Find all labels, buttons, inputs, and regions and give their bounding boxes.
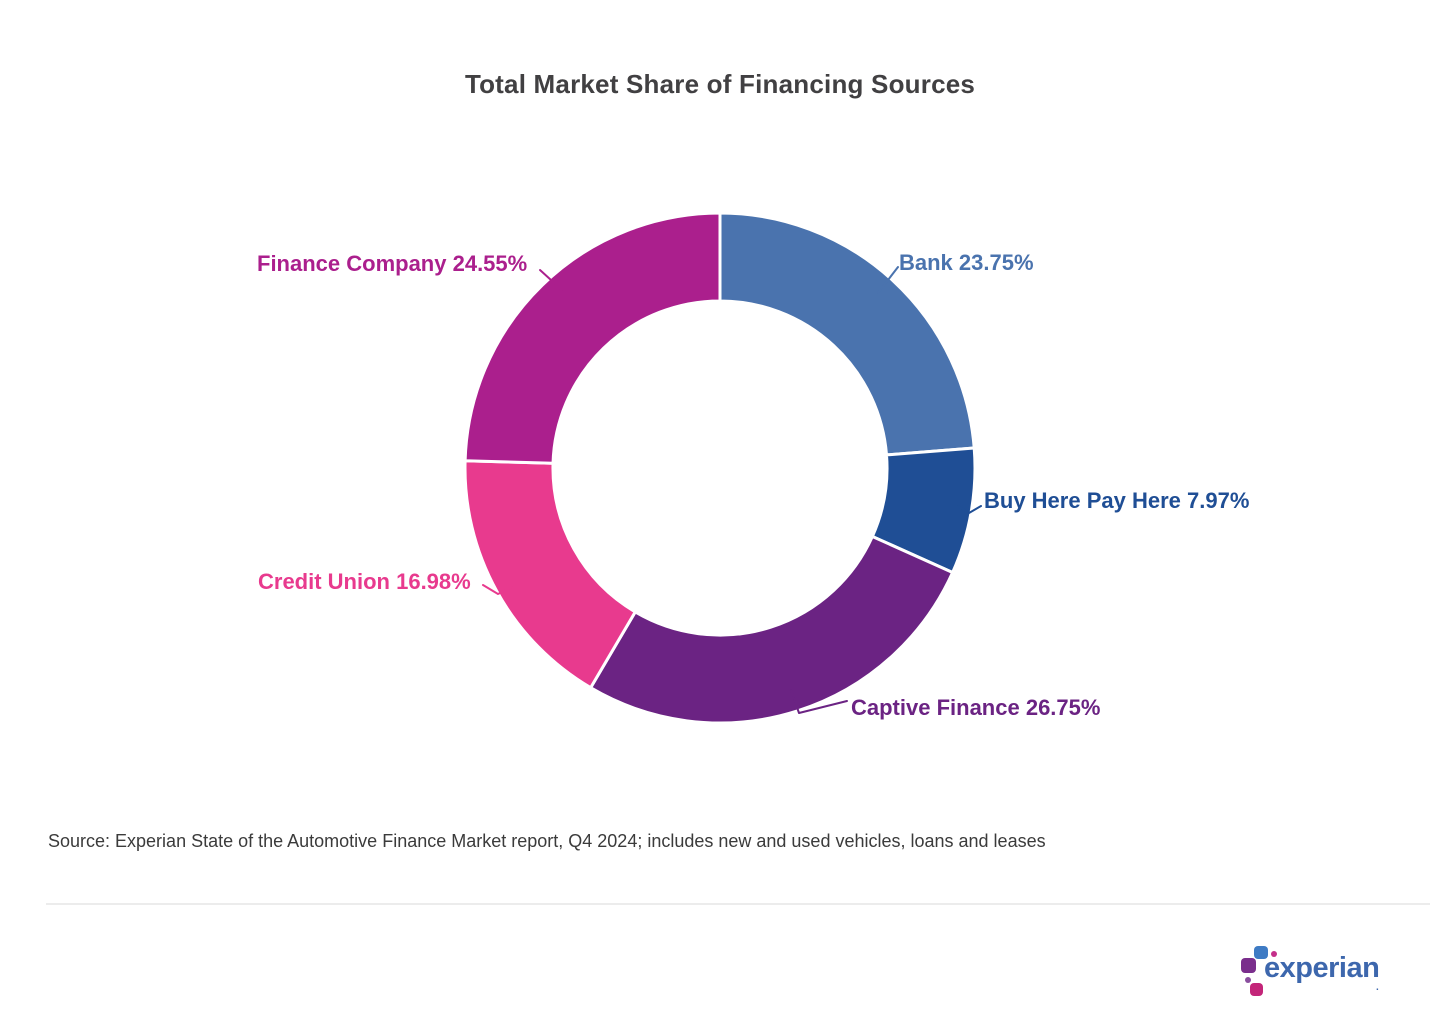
logo-trademark: . [1376, 982, 1379, 993]
footer-divider [46, 903, 1430, 905]
donut-slice-credit-union [463, 459, 637, 690]
donut-slice-finance-company [463, 211, 722, 465]
leader-lines [482, 266, 982, 714]
slice-label-buy-here-pay-here: Buy Here Pay Here 7.97% [984, 488, 1250, 513]
slice-label-bank: Bank 23.75% [899, 250, 1034, 275]
leader-line-finance-company [539, 269, 563, 291]
chart-title: Total Market Share of Financing Sources [464, 69, 976, 99]
leader-line-buy-here-pay-here [957, 505, 982, 514]
slice-label-captive-finance: Captive Finance 26.75% [851, 695, 1101, 720]
donut-slice-bank [718, 211, 976, 457]
leader-line-bank [877, 266, 899, 294]
donut-slice-captive-finance [589, 534, 955, 725]
logo-dot-pink-square-icon [1250, 983, 1263, 996]
logo-dot-pink-small-icon [1271, 951, 1277, 957]
slice-label-finance-company: Finance Company 24.55% [257, 251, 528, 276]
donut-slices [463, 211, 977, 725]
logo-dot-purple-large-icon [1241, 958, 1256, 973]
source-note: Source: Experian State of the Automotive… [48, 831, 1046, 851]
logo-dot-purple-small-icon [1245, 977, 1251, 983]
experian-logo: experian . [1238, 940, 1398, 1012]
leader-line-credit-union [482, 584, 513, 595]
logo-wordmark: experian [1264, 952, 1380, 984]
logo-dot-blue-icon [1254, 946, 1268, 959]
slice-label-credit-union: Credit Union 16.98% [258, 569, 471, 594]
leader-line-captive-finance [790, 689, 848, 714]
